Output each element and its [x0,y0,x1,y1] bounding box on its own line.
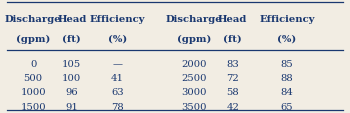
Text: (gpm): (gpm) [16,34,50,44]
Text: 1000: 1000 [20,88,46,97]
Text: (%): (%) [277,35,297,43]
Text: Discharge: Discharge [166,15,223,24]
Text: 72: 72 [226,74,239,82]
Text: (ft): (ft) [62,35,81,43]
Text: (ft): (ft) [223,35,242,43]
Text: Head: Head [218,15,247,24]
Text: 85: 85 [281,59,293,68]
Text: (%): (%) [108,35,127,43]
Text: 42: 42 [226,102,239,111]
Text: 2000: 2000 [182,59,207,68]
Text: 78: 78 [111,102,124,111]
Text: (gpm): (gpm) [177,34,211,44]
Text: 0: 0 [30,59,36,68]
Text: 83: 83 [226,59,239,68]
Text: 41: 41 [111,74,124,82]
Text: 2500: 2500 [182,74,207,82]
Text: 1500: 1500 [20,102,46,111]
Text: Head: Head [57,15,86,24]
Text: 63: 63 [111,88,124,97]
Text: 500: 500 [24,74,43,82]
Text: 91: 91 [65,102,78,111]
Text: 100: 100 [62,74,81,82]
Text: 58: 58 [226,88,239,97]
Text: 88: 88 [281,74,293,82]
Text: Efficiency: Efficiency [90,15,145,24]
Text: 3500: 3500 [182,102,207,111]
Text: —: — [112,59,122,68]
Text: Discharge: Discharge [5,15,62,24]
Text: 65: 65 [281,102,293,111]
Text: 96: 96 [65,88,78,97]
Text: 84: 84 [281,88,293,97]
Text: 3000: 3000 [182,88,207,97]
Text: 105: 105 [62,59,81,68]
Text: Efficiency: Efficiency [259,15,315,24]
